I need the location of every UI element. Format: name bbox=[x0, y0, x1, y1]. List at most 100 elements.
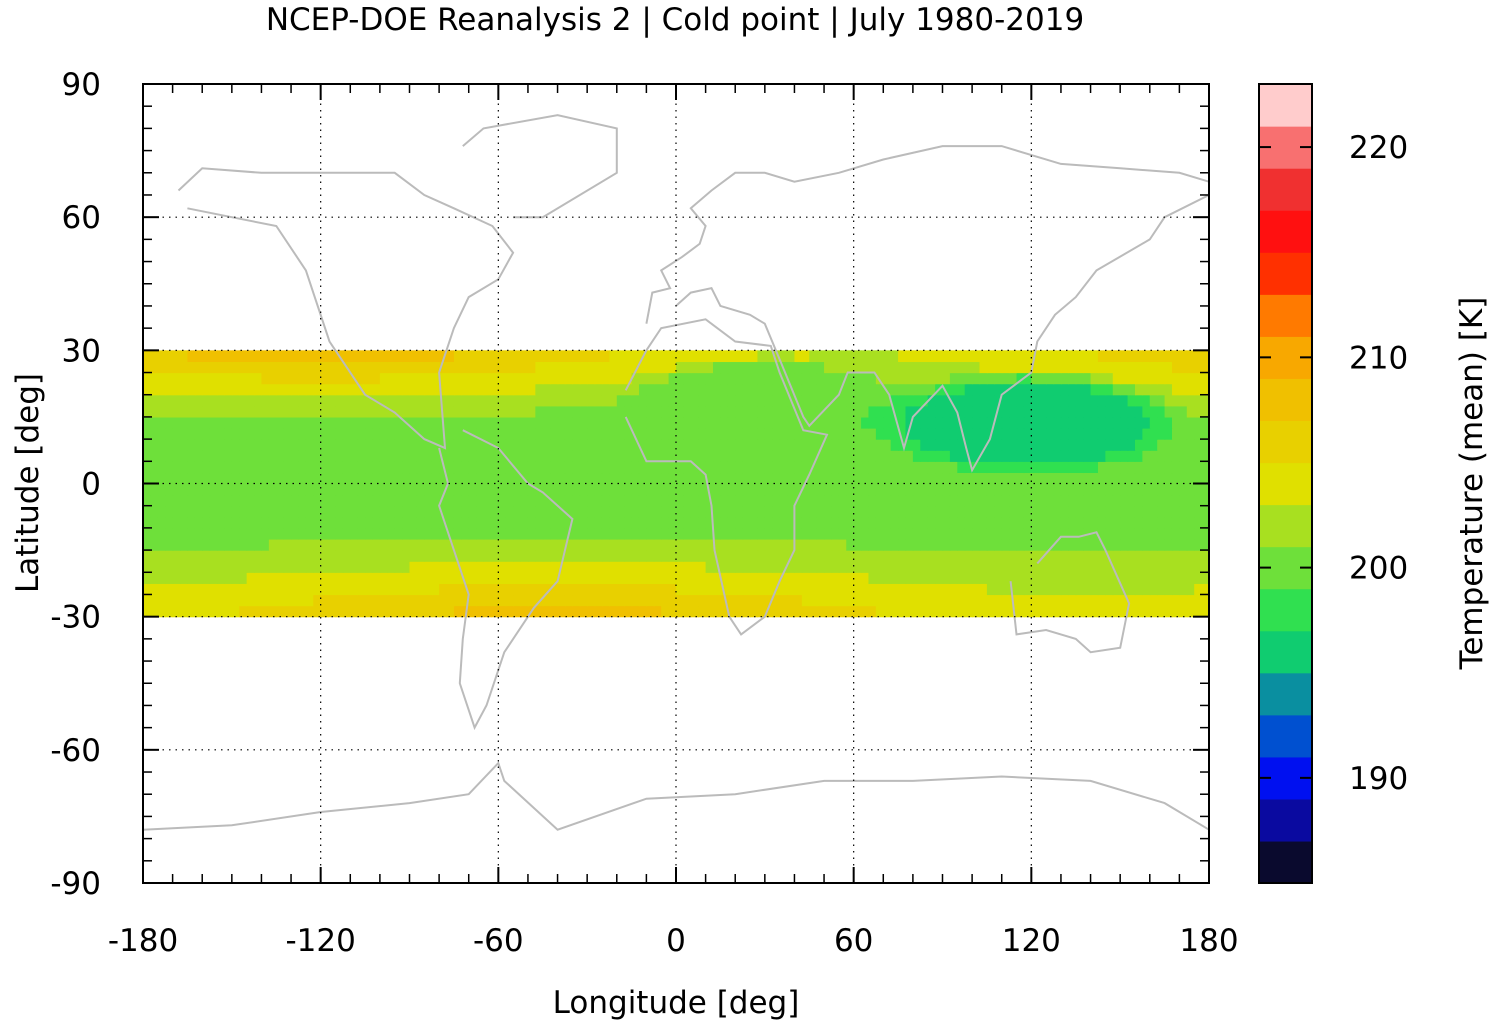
heatmap-cell bbox=[402, 605, 411, 618]
heatmap-cell bbox=[964, 583, 973, 596]
heatmap-cell bbox=[1142, 428, 1151, 440]
heatmap-cell bbox=[505, 550, 514, 562]
heatmap-cell bbox=[254, 527, 263, 540]
heatmap-cell bbox=[535, 550, 544, 562]
heatmap-cell bbox=[912, 394, 921, 407]
heatmap-cell bbox=[698, 605, 707, 618]
heatmap-cell bbox=[387, 450, 396, 462]
colorbar-tick-label: 200 bbox=[1349, 551, 1408, 587]
heatmap-cell bbox=[1112, 461, 1121, 474]
heatmap-cell bbox=[342, 439, 351, 451]
heatmap-cell bbox=[764, 505, 773, 518]
heatmap-cell bbox=[1068, 494, 1077, 507]
heatmap-cell bbox=[453, 428, 462, 440]
heatmap-cell bbox=[527, 361, 536, 374]
heatmap-cell bbox=[920, 516, 929, 529]
heatmap-cell bbox=[727, 572, 736, 584]
heatmap-cell bbox=[587, 428, 596, 440]
heatmap-cell bbox=[1038, 372, 1047, 385]
heatmap-cell bbox=[1068, 405, 1077, 418]
heatmap-cell bbox=[357, 439, 366, 451]
heatmap-cell bbox=[490, 372, 499, 385]
heatmap-cell bbox=[268, 594, 277, 607]
heatmap-cell bbox=[490, 561, 499, 573]
heatmap-cell bbox=[624, 538, 633, 551]
heatmap-cell bbox=[676, 494, 685, 507]
heatmap-cell bbox=[194, 516, 203, 529]
heatmap-cell bbox=[387, 416, 396, 429]
heatmap-cell bbox=[328, 605, 337, 618]
heatmap-cell bbox=[1097, 372, 1106, 385]
heatmap-cell bbox=[394, 405, 403, 418]
heatmap-cell bbox=[365, 561, 374, 573]
heatmap-cell bbox=[624, 594, 633, 607]
heatmap-cell bbox=[824, 405, 833, 418]
heatmap-cell bbox=[520, 527, 529, 540]
heatmap-cell bbox=[513, 439, 522, 451]
heatmap-cell bbox=[402, 450, 411, 462]
heatmap-cell bbox=[690, 394, 699, 407]
heatmap-cell bbox=[1075, 572, 1084, 584]
heatmap-cell bbox=[254, 439, 263, 451]
heatmap-cell bbox=[661, 483, 670, 496]
heatmap-cell bbox=[209, 383, 218, 396]
heatmap-cell bbox=[276, 527, 285, 540]
heatmap-cell bbox=[261, 439, 270, 451]
heatmap-cell bbox=[809, 372, 818, 385]
heatmap-cell bbox=[180, 550, 189, 562]
heatmap-cell bbox=[572, 439, 581, 451]
heatmap-cell bbox=[143, 383, 152, 396]
heatmap-cell bbox=[779, 450, 788, 462]
heatmap-cell bbox=[579, 561, 588, 573]
heatmap-cell bbox=[468, 461, 477, 474]
heatmap-cell bbox=[572, 450, 581, 462]
heatmap-cell bbox=[787, 561, 796, 573]
heatmap-cell bbox=[283, 538, 292, 551]
heatmap-cell bbox=[217, 439, 226, 451]
heatmap-cell bbox=[483, 583, 492, 596]
heatmap-cell bbox=[416, 505, 425, 518]
heatmap-cell bbox=[1157, 494, 1166, 507]
heatmap-cell bbox=[202, 450, 211, 462]
heatmap-cell bbox=[638, 383, 647, 396]
heatmap-cell bbox=[801, 505, 810, 518]
heatmap-cell bbox=[631, 405, 640, 418]
heatmap-cell bbox=[564, 383, 573, 396]
heatmap-cell bbox=[1060, 394, 1069, 407]
heatmap-cell bbox=[935, 572, 944, 584]
heatmap-cell bbox=[609, 372, 618, 385]
heatmap-cell bbox=[402, 428, 411, 440]
heatmap-cell bbox=[831, 450, 840, 462]
heatmap-cell bbox=[979, 383, 988, 396]
heatmap-cell bbox=[143, 594, 152, 607]
heatmap-cell bbox=[861, 450, 870, 462]
heatmap-cell bbox=[431, 416, 440, 429]
heatmap-cell bbox=[816, 405, 825, 418]
heatmap-cell bbox=[550, 516, 559, 529]
heatmap-cell bbox=[1179, 361, 1188, 374]
heatmap-cell bbox=[342, 483, 351, 496]
heatmap-cell bbox=[801, 350, 810, 363]
colorbar-band bbox=[1259, 798, 1312, 842]
heatmap-cell bbox=[150, 516, 159, 529]
heatmap-cell bbox=[868, 450, 877, 462]
heatmap-cell bbox=[313, 483, 322, 496]
heatmap-cell bbox=[1164, 538, 1173, 551]
heatmap-cell bbox=[490, 416, 499, 429]
heatmap-cell bbox=[298, 527, 307, 540]
heatmap-cell bbox=[727, 405, 736, 418]
heatmap-cell bbox=[824, 538, 833, 551]
heatmap-cell bbox=[846, 494, 855, 507]
heatmap-cell bbox=[372, 416, 381, 429]
heatmap-cell bbox=[713, 505, 722, 518]
heatmap-cell bbox=[794, 605, 803, 618]
heatmap-cell bbox=[1038, 572, 1047, 584]
heatmap-cell bbox=[838, 383, 847, 396]
colorbar-band bbox=[1259, 672, 1312, 716]
heatmap-cell bbox=[209, 594, 218, 607]
heatmap-cell bbox=[1127, 372, 1136, 385]
heatmap-cell bbox=[624, 494, 633, 507]
heatmap-cell bbox=[1031, 450, 1040, 462]
heatmap-cell bbox=[498, 372, 507, 385]
heatmap-cell bbox=[1009, 494, 1018, 507]
